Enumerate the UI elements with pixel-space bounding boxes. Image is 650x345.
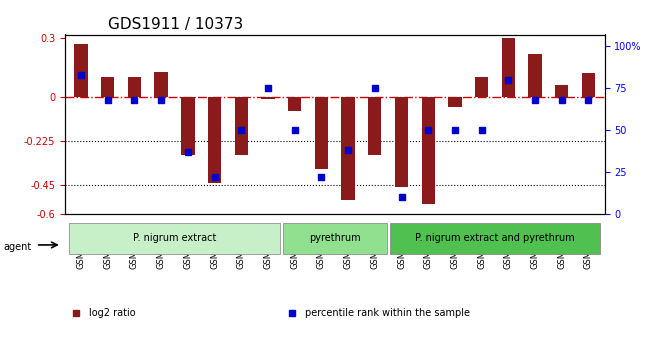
Text: percentile rank within the sample: percentile rank within the sample (305, 308, 470, 318)
Text: log2 ratio: log2 ratio (89, 308, 136, 318)
Bar (528, 54, 541, 97)
Bar (395, 97, 408, 187)
Text: P. nigrum extract and pyrethrum: P. nigrum extract and pyrethrum (415, 233, 575, 243)
Bar (555, 85, 569, 97)
Bar (235, 97, 248, 155)
FancyBboxPatch shape (389, 223, 601, 254)
Bar (128, 77, 141, 97)
FancyBboxPatch shape (283, 223, 387, 254)
Bar (341, 97, 355, 200)
Text: pyrethrum: pyrethrum (309, 233, 361, 243)
FancyBboxPatch shape (69, 223, 280, 254)
Bar (208, 97, 221, 183)
Bar (181, 97, 194, 155)
Bar (288, 97, 302, 110)
Bar (74, 44, 88, 97)
Bar (315, 97, 328, 169)
Text: GDS1911 / 10373: GDS1911 / 10373 (108, 17, 243, 32)
Bar (368, 97, 382, 155)
Bar (422, 97, 435, 204)
Bar (155, 71, 168, 97)
Bar (261, 97, 275, 99)
Bar (502, 38, 515, 97)
Text: agent: agent (3, 242, 31, 252)
Bar (475, 77, 488, 97)
Text: P. nigrum extract: P. nigrum extract (133, 233, 216, 243)
Bar (582, 73, 595, 97)
Bar (101, 77, 114, 97)
Bar (448, 97, 461, 107)
